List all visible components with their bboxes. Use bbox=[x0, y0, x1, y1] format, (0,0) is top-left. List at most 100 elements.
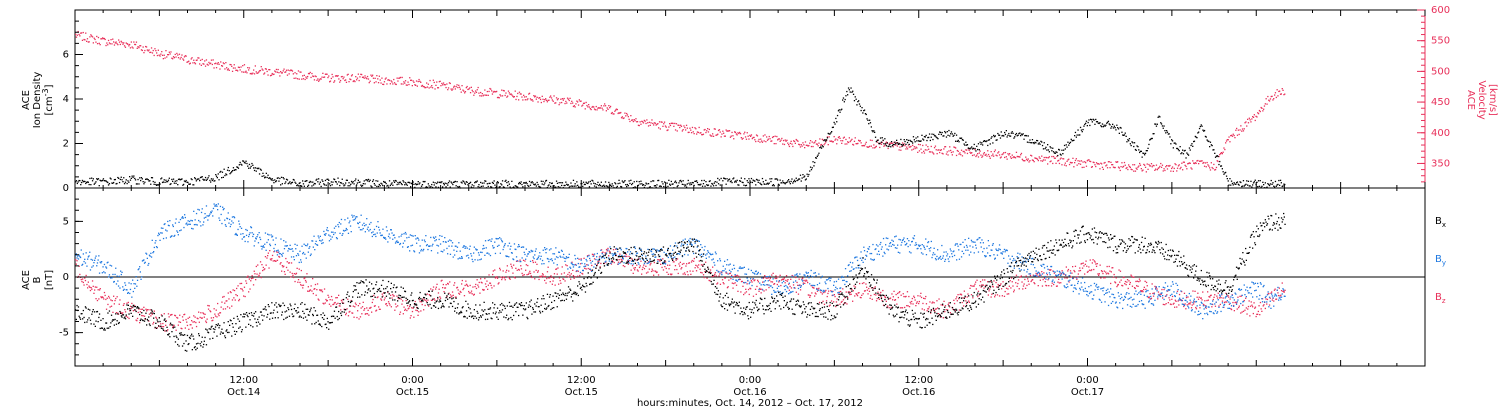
velocity-point bbox=[1126, 166, 1128, 169]
by-point bbox=[110, 265, 113, 267]
velocity-point bbox=[894, 144, 896, 146]
bz-point bbox=[375, 309, 378, 311]
bz-point bbox=[238, 298, 241, 301]
bz-point bbox=[917, 295, 919, 297]
velocity-point bbox=[685, 129, 687, 131]
velocity-point bbox=[971, 154, 974, 157]
density-point bbox=[823, 139, 825, 142]
velocity-point bbox=[867, 146, 869, 148]
density-point bbox=[751, 181, 753, 184]
density-point bbox=[474, 182, 476, 184]
bz-point bbox=[733, 282, 735, 285]
density-point bbox=[1082, 128, 1084, 131]
velocity-point bbox=[743, 133, 745, 135]
bz-point bbox=[399, 311, 402, 313]
velocity-point bbox=[421, 84, 424, 87]
density-point bbox=[1111, 125, 1113, 128]
density-point bbox=[486, 183, 488, 185]
density-point bbox=[873, 130, 875, 132]
by-point bbox=[182, 217, 184, 219]
velocity-point bbox=[394, 83, 397, 85]
bz-point bbox=[506, 265, 508, 267]
bz-point bbox=[403, 306, 405, 308]
bz-point bbox=[593, 255, 595, 257]
velocity-point bbox=[97, 36, 100, 39]
density-point bbox=[701, 185, 704, 187]
velocity-point bbox=[760, 138, 762, 140]
bz-point bbox=[938, 298, 940, 300]
density-point bbox=[264, 177, 266, 179]
density-point bbox=[210, 181, 212, 183]
bz-point bbox=[222, 308, 224, 310]
bz-point bbox=[1001, 295, 1003, 297]
by-point bbox=[122, 289, 125, 291]
density-point bbox=[1106, 121, 1109, 123]
bz-point bbox=[406, 305, 409, 307]
by-point bbox=[105, 266, 107, 268]
velocity-point bbox=[591, 106, 593, 108]
bz-point bbox=[119, 299, 121, 301]
velocity-point bbox=[437, 87, 440, 89]
velocity-point bbox=[1026, 159, 1029, 162]
bz-point bbox=[263, 269, 265, 271]
velocity-point bbox=[302, 78, 305, 80]
velocity-point bbox=[198, 57, 200, 59]
by-point bbox=[180, 229, 182, 231]
bz-point bbox=[538, 278, 540, 281]
velocity-point bbox=[772, 136, 775, 138]
velocity-point bbox=[540, 101, 542, 104]
velocity-point bbox=[91, 36, 94, 38]
by-point bbox=[80, 249, 82, 251]
velocity-point bbox=[356, 79, 358, 81]
bz-point bbox=[918, 302, 920, 305]
velocity-point bbox=[909, 146, 911, 148]
velocity-point bbox=[883, 145, 885, 147]
bz-point bbox=[167, 313, 170, 315]
bz-point bbox=[1020, 275, 1022, 277]
bz-point bbox=[1208, 296, 1210, 298]
by-point bbox=[245, 234, 248, 236]
bz-point bbox=[913, 295, 915, 297]
density-point bbox=[1214, 156, 1217, 158]
density-point bbox=[131, 175, 133, 177]
by-point bbox=[274, 243, 276, 246]
velocity-point bbox=[690, 132, 693, 134]
bz-point bbox=[1177, 300, 1179, 302]
bz-point bbox=[1041, 285, 1044, 287]
velocity-point bbox=[940, 149, 942, 151]
velocity-point bbox=[579, 100, 581, 102]
velocity-point bbox=[744, 136, 747, 138]
bz-point bbox=[878, 298, 880, 300]
bz-point bbox=[1275, 298, 1277, 300]
density-point bbox=[1160, 123, 1163, 125]
bz-point bbox=[257, 264, 259, 266]
density-point bbox=[227, 166, 229, 169]
velocity-point bbox=[183, 56, 186, 58]
velocity-point bbox=[698, 126, 700, 129]
density-point bbox=[742, 181, 744, 184]
density-point bbox=[113, 181, 115, 184]
velocity-point bbox=[385, 77, 387, 79]
density-point bbox=[1234, 183, 1236, 185]
bz-point bbox=[1105, 271, 1107, 273]
density-point bbox=[699, 184, 701, 186]
velocity-point bbox=[1209, 167, 1211, 169]
velocity-point bbox=[145, 45, 147, 48]
velocity-point bbox=[398, 77, 400, 79]
density-point bbox=[558, 182, 560, 184]
bz-point bbox=[817, 288, 819, 290]
bz-point bbox=[1027, 278, 1029, 280]
density-point bbox=[237, 167, 240, 169]
density-point bbox=[785, 182, 787, 184]
velocity-point bbox=[1264, 103, 1266, 105]
velocity-point bbox=[715, 134, 717, 136]
density-point bbox=[1165, 132, 1167, 134]
velocity-point bbox=[87, 41, 89, 43]
density-point bbox=[941, 131, 943, 134]
bz-point bbox=[632, 272, 634, 274]
bz-point bbox=[640, 260, 642, 262]
bz-point bbox=[269, 258, 272, 260]
bz-point bbox=[759, 287, 761, 290]
velocity-point bbox=[220, 61, 222, 63]
bz-point bbox=[402, 313, 404, 315]
